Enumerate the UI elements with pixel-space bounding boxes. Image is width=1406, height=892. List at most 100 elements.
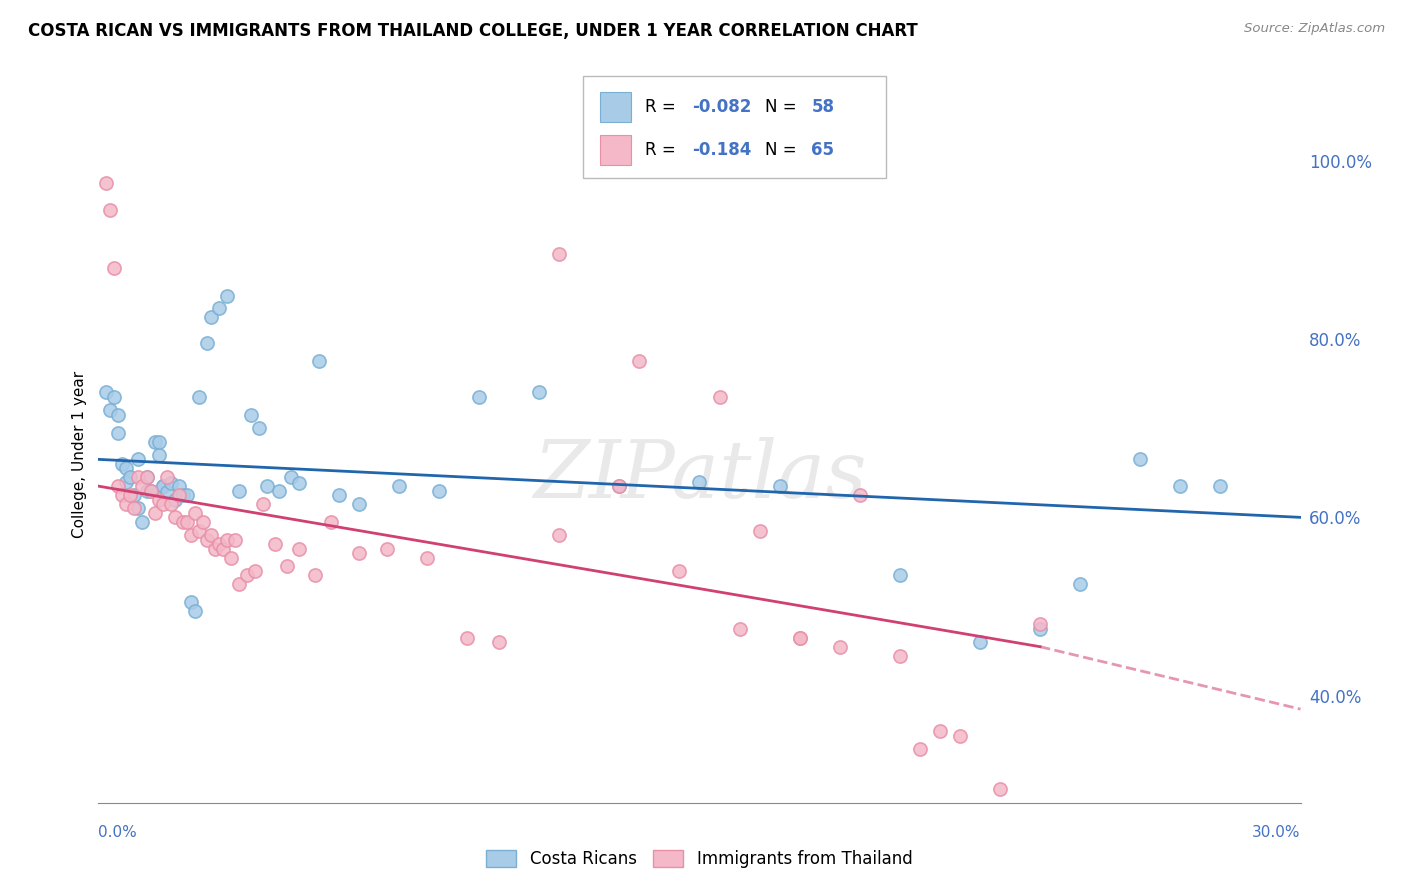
Point	[200, 528, 222, 542]
Point	[208, 537, 231, 551]
Point	[204, 541, 226, 556]
Point	[96, 176, 118, 190]
Text: -0.184: -0.184	[692, 141, 751, 159]
Point	[115, 475, 138, 489]
Text: 0.0%: 0.0%	[98, 825, 138, 840]
Point	[139, 483, 162, 498]
Point	[328, 488, 350, 502]
Point	[689, 475, 711, 489]
Point	[180, 528, 202, 542]
Point	[304, 568, 326, 582]
Point	[609, 479, 631, 493]
Point	[172, 488, 194, 502]
Point	[128, 452, 150, 467]
Text: ZIPatlas: ZIPatlas	[533, 437, 866, 515]
Point	[208, 301, 231, 315]
Point	[155, 470, 177, 484]
Point	[107, 408, 129, 422]
Point	[152, 497, 174, 511]
Point	[135, 470, 157, 484]
Point	[828, 640, 851, 654]
Point	[375, 541, 398, 556]
Point	[163, 492, 186, 507]
Point	[215, 533, 238, 547]
Point	[988, 782, 1011, 797]
Point	[427, 483, 450, 498]
Point	[107, 479, 129, 493]
Point	[548, 247, 571, 261]
Point	[148, 492, 170, 507]
Point	[176, 488, 198, 502]
Point	[200, 310, 222, 324]
Point	[183, 604, 205, 618]
Point	[468, 390, 491, 404]
Point	[280, 470, 302, 484]
Point	[347, 497, 370, 511]
Point	[1029, 622, 1052, 636]
Point	[167, 479, 190, 493]
Point	[128, 501, 150, 516]
Point	[131, 515, 153, 529]
Point	[889, 648, 911, 663]
Text: Source: ZipAtlas.com: Source: ZipAtlas.com	[1244, 22, 1385, 36]
Point	[252, 497, 274, 511]
Point	[347, 546, 370, 560]
Point	[131, 479, 153, 493]
Point	[276, 559, 298, 574]
Point	[929, 724, 952, 739]
Point	[263, 537, 285, 551]
Point	[908, 742, 931, 756]
Point	[1209, 479, 1232, 493]
Point	[195, 533, 218, 547]
Point	[235, 568, 257, 582]
Point	[128, 470, 150, 484]
Point	[215, 289, 238, 303]
Point	[111, 488, 134, 502]
Text: 58: 58	[811, 98, 834, 116]
Point	[172, 515, 194, 529]
Point	[969, 635, 991, 649]
Point	[728, 622, 751, 636]
Text: N =: N =	[765, 98, 801, 116]
Text: N =: N =	[765, 141, 801, 159]
Point	[319, 515, 342, 529]
Point	[100, 403, 122, 417]
Point	[135, 470, 157, 484]
Point	[159, 497, 181, 511]
Point	[789, 631, 811, 645]
Point	[267, 483, 290, 498]
Point	[152, 479, 174, 493]
Point	[152, 479, 174, 493]
Point	[849, 488, 872, 502]
Point	[148, 448, 170, 462]
Point	[124, 488, 146, 502]
Point	[143, 434, 166, 449]
Point	[167, 488, 190, 502]
Point	[748, 524, 770, 538]
Point	[103, 260, 125, 275]
Point	[103, 390, 125, 404]
Point	[949, 729, 972, 743]
Point	[159, 476, 181, 491]
Text: 65: 65	[811, 141, 834, 159]
Point	[228, 483, 250, 498]
Point	[124, 501, 146, 516]
Point	[488, 635, 510, 649]
Point	[139, 483, 162, 498]
Text: COSTA RICAN VS IMMIGRANTS FROM THAILAND COLLEGE, UNDER 1 YEAR CORRELATION CHART: COSTA RICAN VS IMMIGRANTS FROM THAILAND …	[28, 22, 918, 40]
Point	[628, 354, 651, 368]
Point	[1170, 479, 1192, 493]
Point	[183, 506, 205, 520]
Point	[789, 631, 811, 645]
Point	[176, 515, 198, 529]
Point	[187, 390, 209, 404]
Point	[120, 470, 142, 484]
Point	[1069, 577, 1091, 591]
Point	[247, 421, 270, 435]
Text: 30.0%: 30.0%	[1253, 825, 1301, 840]
Point	[769, 479, 792, 493]
Point	[456, 631, 478, 645]
Point	[609, 479, 631, 493]
Point	[548, 528, 571, 542]
Text: R =: R =	[645, 98, 682, 116]
